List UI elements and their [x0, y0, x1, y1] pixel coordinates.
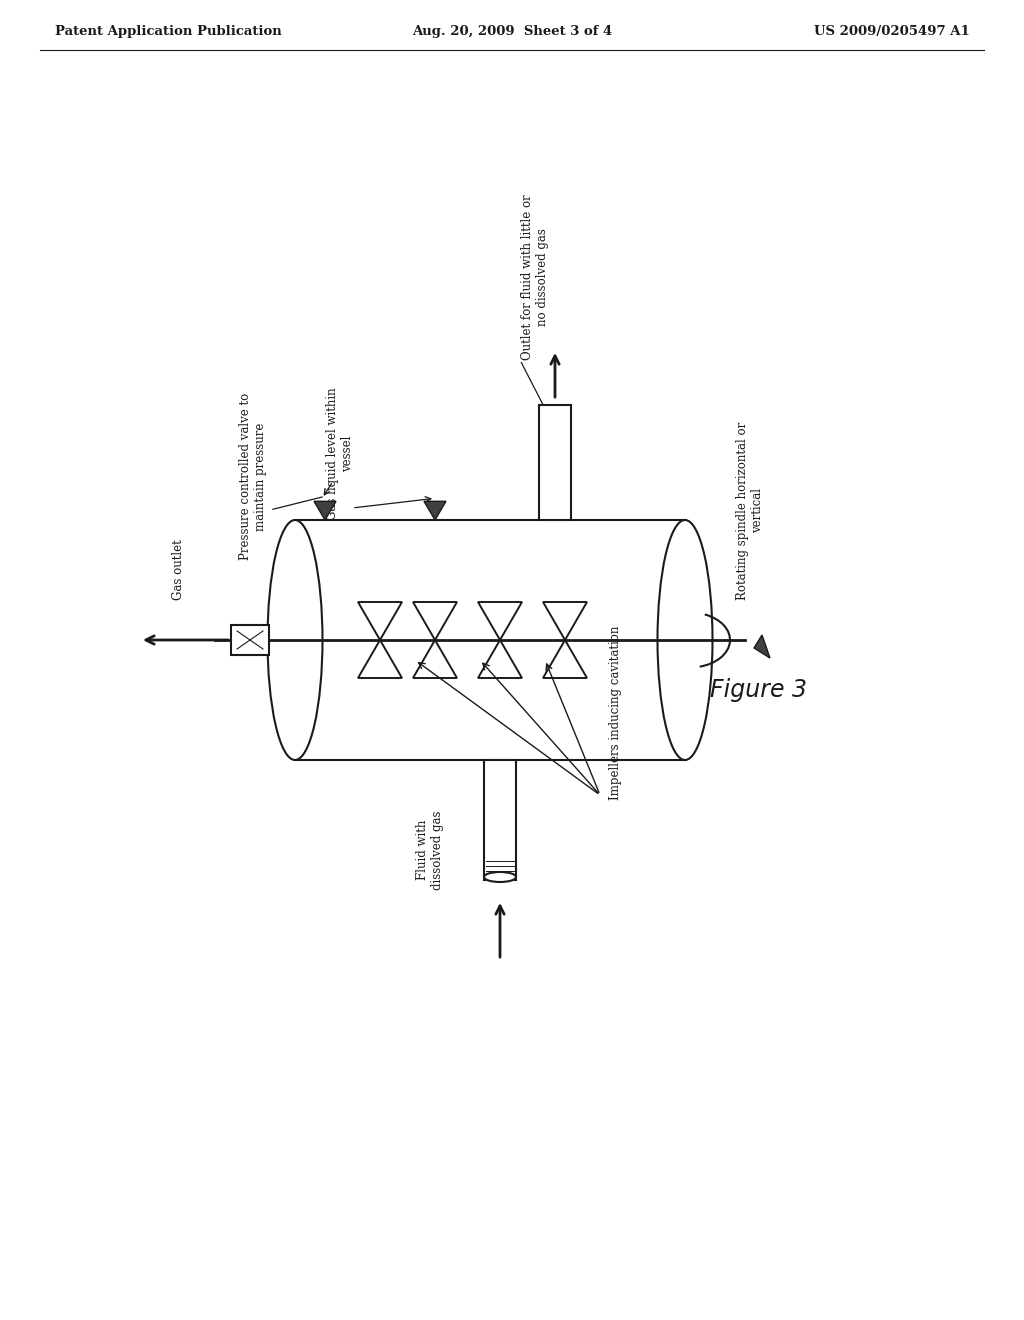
Text: Gas liquid level within
vessel: Gas liquid level within vessel — [326, 387, 354, 520]
Bar — [539, 405, 571, 520]
Ellipse shape — [267, 520, 323, 760]
Ellipse shape — [484, 873, 516, 882]
Text: Fluid with
dissolved gas: Fluid with dissolved gas — [416, 810, 444, 890]
Ellipse shape — [657, 520, 713, 760]
Text: Patent Application Publication: Patent Application Publication — [55, 25, 282, 38]
Text: Rotating spindle horizontal or
vertical: Rotating spindle horizontal or vertical — [736, 422, 764, 601]
Text: Outlet for fluid with little or
no dissolved gas: Outlet for fluid with little or no disso… — [521, 194, 549, 360]
Text: Impellers inducing cavitation: Impellers inducing cavitation — [608, 626, 622, 800]
Text: Pressure controlled valve to
maintain pressure: Pressure controlled valve to maintain pr… — [239, 393, 267, 560]
Text: Figure 3: Figure 3 — [710, 678, 807, 702]
Bar — [231, 624, 269, 655]
Bar — [484, 760, 516, 880]
Text: Aug. 20, 2009  Sheet 3 of 4: Aug. 20, 2009 Sheet 3 of 4 — [412, 25, 612, 38]
Text: Gas outlet: Gas outlet — [171, 540, 184, 601]
Polygon shape — [424, 502, 446, 520]
Bar — [295, 520, 685, 760]
Polygon shape — [754, 635, 770, 657]
Polygon shape — [314, 502, 336, 520]
Text: US 2009/0205497 A1: US 2009/0205497 A1 — [814, 25, 970, 38]
